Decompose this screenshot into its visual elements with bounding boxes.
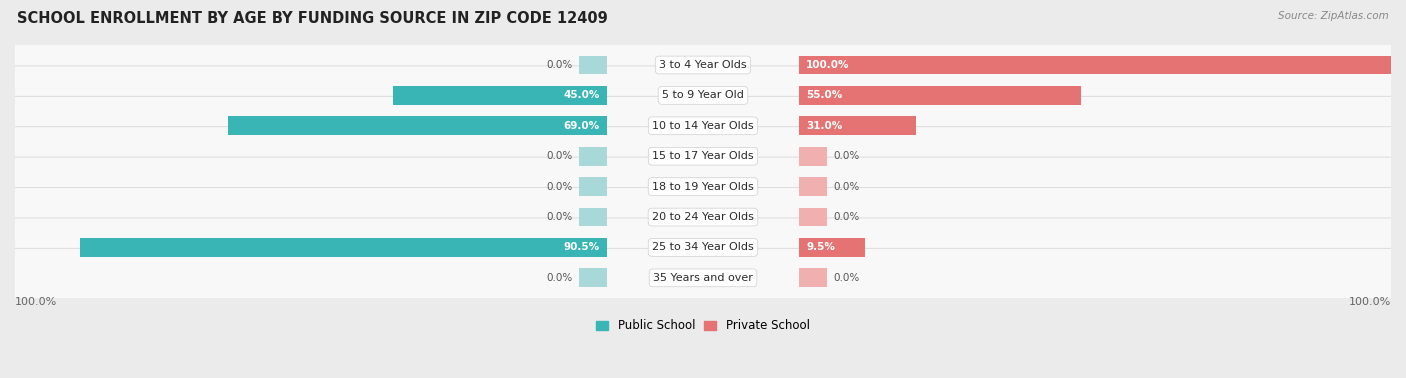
Bar — [579, 208, 606, 226]
Text: 100.0%: 100.0% — [1348, 297, 1391, 307]
Text: 10 to 14 Year Olds: 10 to 14 Year Olds — [652, 121, 754, 131]
Text: Source: ZipAtlas.com: Source: ZipAtlas.com — [1278, 11, 1389, 21]
Bar — [579, 268, 606, 287]
Bar — [579, 56, 606, 74]
Text: 90.5%: 90.5% — [564, 242, 600, 253]
Bar — [800, 116, 917, 135]
Bar — [800, 56, 1391, 74]
FancyBboxPatch shape — [8, 218, 1398, 277]
Text: 0.0%: 0.0% — [546, 182, 572, 192]
Text: 31.0%: 31.0% — [806, 121, 842, 131]
Bar — [80, 238, 606, 257]
Text: 0.0%: 0.0% — [546, 273, 572, 283]
Text: 35 Years and over: 35 Years and over — [652, 273, 754, 283]
FancyBboxPatch shape — [8, 157, 1398, 216]
FancyBboxPatch shape — [8, 248, 1398, 307]
FancyBboxPatch shape — [8, 187, 1398, 246]
Text: 0.0%: 0.0% — [834, 151, 860, 161]
Text: 18 to 19 Year Olds: 18 to 19 Year Olds — [652, 182, 754, 192]
Text: 25 to 34 Year Olds: 25 to 34 Year Olds — [652, 242, 754, 253]
FancyBboxPatch shape — [8, 96, 1398, 155]
Bar — [579, 147, 606, 166]
FancyBboxPatch shape — [8, 66, 1398, 125]
Text: 55.0%: 55.0% — [806, 90, 842, 101]
Text: 20 to 24 Year Olds: 20 to 24 Year Olds — [652, 212, 754, 222]
Bar — [800, 208, 827, 226]
Bar — [800, 86, 1081, 105]
Text: 15 to 17 Year Olds: 15 to 17 Year Olds — [652, 151, 754, 161]
Text: 0.0%: 0.0% — [546, 60, 572, 70]
Text: 3 to 4 Year Olds: 3 to 4 Year Olds — [659, 60, 747, 70]
Bar — [579, 177, 606, 196]
Text: 0.0%: 0.0% — [834, 212, 860, 222]
Text: 0.0%: 0.0% — [546, 151, 572, 161]
Text: 0.0%: 0.0% — [834, 182, 860, 192]
Bar — [800, 147, 827, 166]
Text: 69.0%: 69.0% — [564, 121, 600, 131]
Text: 100.0%: 100.0% — [15, 297, 58, 307]
Bar — [800, 268, 827, 287]
Text: 100.0%: 100.0% — [806, 60, 849, 70]
Text: 0.0%: 0.0% — [834, 273, 860, 283]
Bar — [800, 238, 865, 257]
Text: 45.0%: 45.0% — [564, 90, 600, 101]
FancyBboxPatch shape — [8, 36, 1398, 94]
FancyBboxPatch shape — [8, 127, 1398, 186]
Text: SCHOOL ENROLLMENT BY AGE BY FUNDING SOURCE IN ZIP CODE 12409: SCHOOL ENROLLMENT BY AGE BY FUNDING SOUR… — [17, 11, 607, 26]
Bar — [394, 86, 606, 105]
Bar — [228, 116, 606, 135]
Bar — [800, 177, 827, 196]
Text: 5 to 9 Year Old: 5 to 9 Year Old — [662, 90, 744, 101]
Text: 9.5%: 9.5% — [806, 242, 835, 253]
Text: 0.0%: 0.0% — [546, 212, 572, 222]
Legend: Public School, Private School: Public School, Private School — [592, 315, 814, 337]
